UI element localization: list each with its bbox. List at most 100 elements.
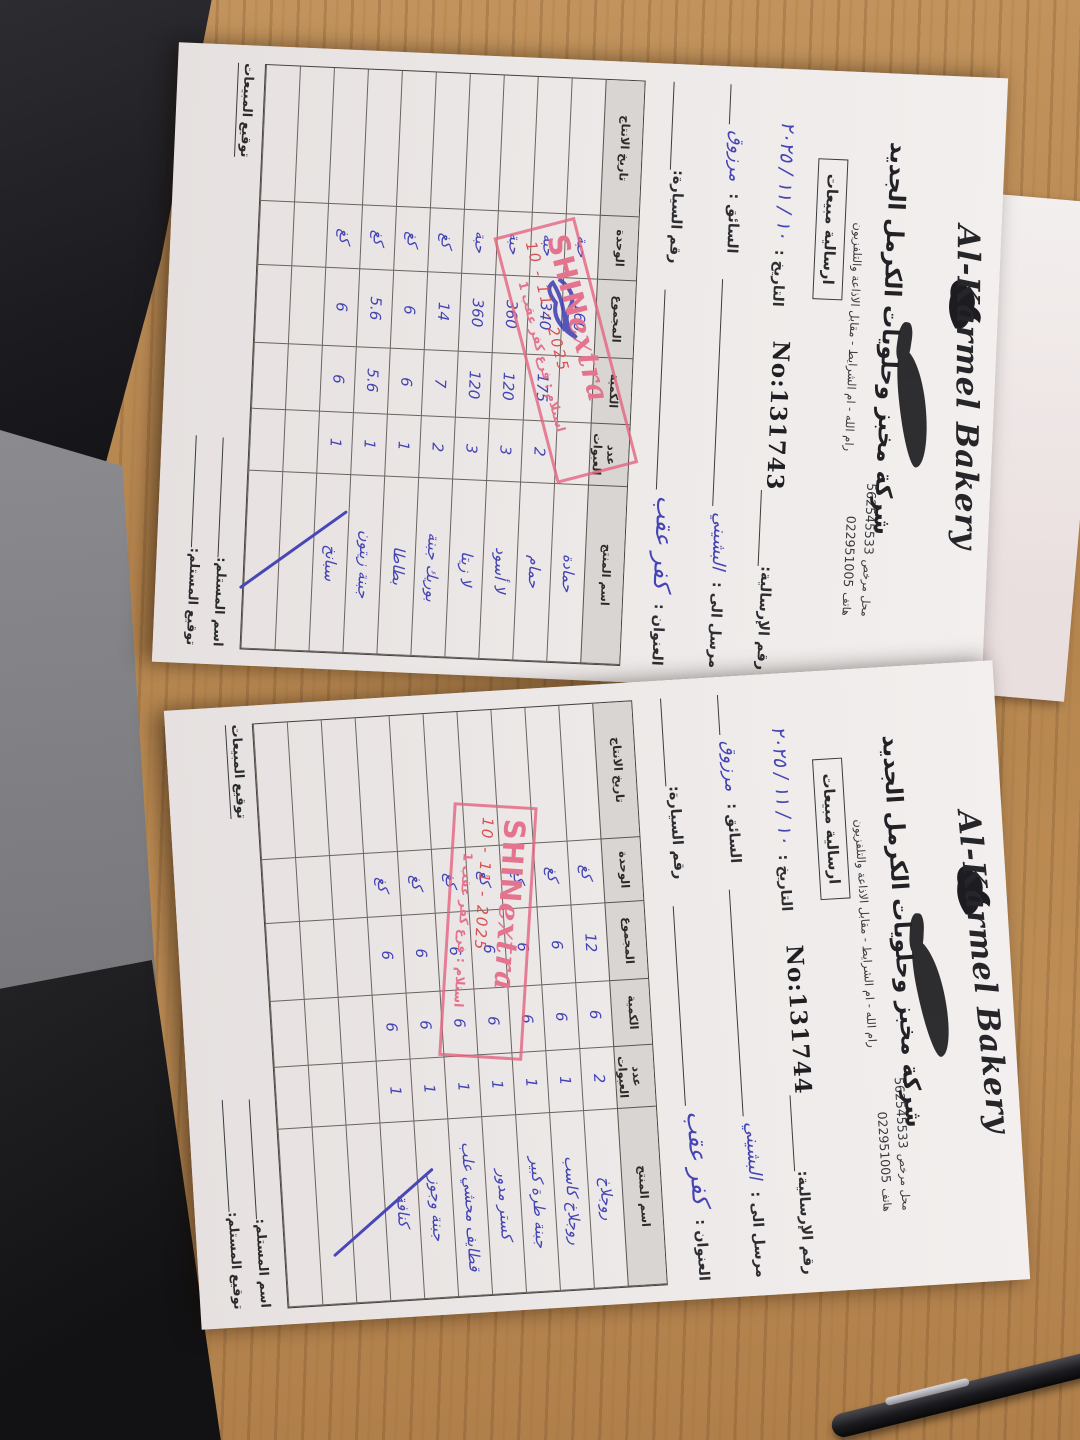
cell-total: 360	[457, 273, 496, 354]
ink-scribble	[547, 277, 578, 340]
cell-packs: 1	[316, 411, 353, 476]
cell-date	[497, 75, 538, 213]
cell-date	[429, 72, 470, 210]
cell-qty: 120	[454, 351, 492, 420]
cell-total: 14	[423, 272, 462, 352]
serial-label: رقم الإرسالية:	[753, 565, 774, 671]
driver-label: السائق :	[723, 193, 742, 254]
cell-packs: 3	[452, 417, 489, 482]
car-number-label: رقم السيارة:	[665, 785, 688, 880]
col-unit: الوحدة	[600, 837, 644, 904]
cell-total: 5.6	[355, 269, 394, 349]
driver-handwritten: مرزوق	[717, 739, 742, 792]
cell-qty: 6	[386, 348, 424, 417]
cell-unit: حبة	[461, 209, 498, 276]
cell-packs: 1	[443, 1055, 482, 1120]
doc-type-box: ارسالية مبيعات	[812, 757, 851, 901]
cell-date	[565, 78, 606, 216]
brand-script-text: Al-Karmel Bakery	[947, 224, 987, 550]
cell-qty: 7	[420, 350, 458, 418]
sent-to-blank-line	[728, 888, 760, 1117]
receipt-number: No:131743	[760, 340, 795, 492]
cell-unit: كغ	[393, 206, 430, 273]
stamp-brand-bold: SHIN	[492, 817, 532, 905]
cell-unit: كغ	[325, 203, 362, 270]
bird-icon	[949, 280, 981, 329]
cell-unit: كغ	[396, 849, 435, 916]
cell-unit: كغ	[532, 841, 571, 908]
cell-qty: 120	[488, 353, 526, 421]
cell-packs: 1	[375, 1059, 414, 1124]
doc-type-box: ارسالية مبيعات	[812, 158, 849, 301]
sent-to-label: مرسل الى :	[705, 581, 725, 669]
cell-qty: 6	[371, 993, 410, 1062]
cell-qty: 6	[575, 981, 614, 1050]
cell-unit: كغ	[427, 208, 464, 274]
date-label: التاريخ :	[768, 249, 788, 307]
address-handwritten: كفر عقب	[681, 1110, 716, 1207]
receipt-number: No:131744	[780, 944, 817, 1096]
receiver-sign-label: توقيع المستلم:	[224, 1211, 246, 1310]
cell-total: 6	[366, 915, 406, 996]
bird-icon	[957, 866, 991, 915]
cell-total: 6	[400, 913, 440, 994]
receiver-name-blank	[217, 437, 240, 558]
phone2-number: 022951005	[841, 515, 860, 588]
cell-unit: كغ	[359, 205, 396, 271]
date-handwritten: ١٠ / ١١ / ٢٠٢٥	[771, 120, 800, 241]
receiver-name-label: اسم المستلم:	[209, 556, 229, 647]
driver-blank-line	[728, 84, 748, 126]
sent-to-handwritten: البشيني	[707, 511, 731, 571]
serial-blank-line	[789, 1094, 812, 1172]
sent-to-handwritten: البشيني	[741, 1121, 766, 1181]
cell-total: 6	[389, 270, 428, 351]
receipt-131744: Al-Karmel Bakery محل مرخص562545533 هاتف0…	[163, 660, 1031, 1330]
cell-packs: 1	[409, 1057, 448, 1122]
phone2-number: 022951005	[874, 1111, 895, 1184]
cell-date	[463, 73, 504, 212]
receiver-lines: اسم المستلم: توقيع المستلم:	[176, 435, 240, 647]
cell-date	[328, 67, 368, 206]
col-total: المجموع	[604, 900, 649, 982]
cell-packs: 1	[350, 413, 387, 477]
date-handwritten: ١٠ / ١١ / ٢٠٢٥	[766, 725, 797, 846]
receipt-131743: Al-Karmel Bakery محل مرخص562545533 هاتف0…	[151, 42, 1009, 698]
cell-total: 6	[321, 267, 360, 348]
bakery-logo: Al-Karmel Bakery	[892, 679, 1019, 1268]
cell-unit: كغ	[566, 839, 605, 906]
receiver-sign-label: توقيع المستلم:	[182, 547, 202, 646]
date-label: التاريخ :	[774, 854, 795, 912]
sales-signature-label: توقيع المبيعات	[224, 724, 249, 820]
cell-packs: 3	[486, 419, 523, 483]
company-address: رام الله - ام الشرايط - مقابل الاذاعة وا…	[851, 818, 880, 1049]
sent-to-label: مرسل الى :	[747, 1191, 769, 1279]
col-quantity: الكمية	[609, 978, 653, 1048]
col-product-name: اسم المنتج	[580, 485, 627, 665]
cell-unit: كغ	[362, 851, 401, 918]
cell-packs: 1	[545, 1049, 584, 1114]
sales-signature-label: توقيع المبيعات	[233, 62, 257, 158]
car-number-blank-line	[660, 697, 683, 787]
serial-label: رقم الإرسالية:	[794, 1170, 817, 1276]
address-handwritten: كفر عقب	[647, 494, 680, 591]
driver-handwritten: مرزوق	[724, 130, 748, 182]
col-prod-date: تاريخ الانتاج	[599, 79, 645, 218]
col-unit: الوحدة	[596, 215, 639, 282]
cell-date	[531, 76, 572, 215]
serial-blank-line	[757, 489, 778, 567]
cell-date	[395, 70, 436, 209]
cell-qty: 6	[541, 983, 580, 1052]
car-number-blank-line	[669, 81, 691, 171]
cell-packs: 1	[477, 1053, 516, 1118]
receiver-name-label: اسم المستلم:	[252, 1218, 273, 1309]
cell-total: 6	[536, 905, 576, 986]
shinextra-stamp: SHINextra 10 - 11 - 2025 استلام : فرع كف…	[438, 802, 538, 1061]
cell-packs: 2	[579, 1047, 617, 1112]
sent-to-blank-line	[712, 279, 740, 507]
bakery-logo: Al-Karmel Bakery	[880, 92, 997, 679]
phone2-label: هاتف	[879, 1187, 895, 1213]
address-label: العنوان :	[648, 603, 667, 666]
driver-blank-line	[716, 694, 737, 736]
stamp-brand-script: extra	[487, 901, 527, 993]
cell-packs: 1	[384, 414, 421, 479]
